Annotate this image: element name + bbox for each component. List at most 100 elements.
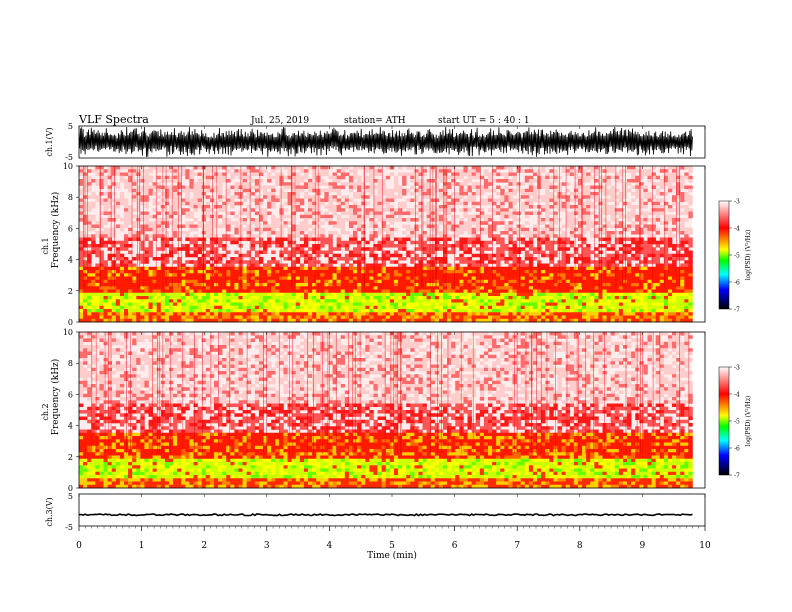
spectrogram-cell <box>463 299 468 303</box>
spectrogram-cell <box>353 231 358 235</box>
spectrogram-cell <box>618 292 624 297</box>
spectrogram-cell <box>627 260 632 264</box>
spectrogram-cell <box>365 185 370 190</box>
spectrogram-cell <box>577 211 583 216</box>
spectrogram-cell <box>103 283 108 287</box>
spectrogram-cell <box>332 247 337 251</box>
spectrogram-cell <box>496 221 501 225</box>
spectrogram-cell <box>565 182 571 186</box>
spectrogram-cell <box>586 292 591 297</box>
spectrogram-cell <box>365 247 370 251</box>
spectrogram-cell <box>144 211 149 216</box>
spectrogram-cell <box>312 299 317 303</box>
spectrogram-cell <box>606 198 611 203</box>
spectrogram-cell <box>185 286 190 290</box>
spectrogram-cell <box>189 260 194 264</box>
spectrogram-cell <box>218 292 223 297</box>
spectrogram-cell <box>303 315 309 320</box>
spectrogram-cell <box>451 175 456 180</box>
spectrogram-cell <box>402 315 407 320</box>
spectrogram-cell <box>107 286 113 290</box>
spectrogram-cell <box>115 273 121 277</box>
spectrogram-cell <box>426 214 432 219</box>
spectrogram-cell <box>242 182 247 186</box>
spectrogram-cell <box>115 205 121 209</box>
spectrogram-cell <box>250 237 256 242</box>
spectrogram-cell <box>119 283 125 287</box>
spectrogram-cell <box>308 302 313 307</box>
spectrogram-cell <box>136 172 141 177</box>
spectrogram-cell <box>598 266 603 271</box>
spectrogram-cell <box>369 218 374 222</box>
spectrogram-cell <box>475 192 481 196</box>
spectrogram-cell <box>582 218 587 222</box>
spectrogram-cell <box>414 299 419 303</box>
spectrogram-cell <box>275 299 280 303</box>
spectrogram-cell <box>512 292 517 297</box>
spectrogram-cell <box>173 270 178 274</box>
spectrogram-cell <box>582 231 587 235</box>
spectrogram-cell <box>279 309 284 313</box>
spectrogram-cell <box>545 286 550 290</box>
spectrogram-cell <box>483 227 489 232</box>
spectrogram-cell <box>361 234 366 238</box>
spectrogram-cell <box>348 276 354 281</box>
spectrogram-cell <box>263 279 268 284</box>
spectrogram-cell <box>107 175 113 180</box>
spectrogram-cell <box>299 250 305 255</box>
spectrogram-cell <box>475 208 481 212</box>
spectrogram-cell <box>230 318 235 323</box>
spectrogram-cell <box>451 273 456 277</box>
spectrogram-cell <box>447 289 452 294</box>
spectrogram-cell <box>189 198 194 203</box>
spectrogram-cell <box>508 286 513 290</box>
spectrogram-cell <box>520 305 526 310</box>
spectrogram-cell <box>144 214 149 219</box>
spectrogram-cell <box>377 195 382 199</box>
spectrogram-cell <box>541 309 546 313</box>
spectrogram-cell <box>324 270 329 274</box>
spectrogram-cell <box>528 240 534 245</box>
spectrogram-cell <box>254 315 260 320</box>
spectrogram-cell <box>156 302 162 307</box>
spectrogram-cell <box>426 179 432 183</box>
spectrogram-cell <box>185 253 190 258</box>
spectrogram-cell <box>324 214 329 219</box>
spectrogram-cell <box>606 192 611 196</box>
spectrogram-cell <box>168 279 174 284</box>
spectrogram-cell <box>361 296 366 300</box>
spectrogram-cell <box>312 175 317 180</box>
spectrogram-cell <box>197 185 202 190</box>
spectrogram-cell <box>201 292 207 297</box>
spectrogram-cell <box>308 231 313 235</box>
spectrogram-cell <box>275 244 280 248</box>
spectrogram-cell <box>189 309 194 313</box>
spectrogram-cell <box>487 240 493 245</box>
spectrogram-cell <box>393 286 399 290</box>
spectrogram-cell <box>467 218 472 222</box>
spectrogram-cell <box>524 315 530 320</box>
spectrogram-cell <box>528 279 534 284</box>
spectrogram-cell <box>299 312 305 316</box>
spectrogram-cell <box>553 188 558 193</box>
spectrogram-cell <box>152 227 158 232</box>
spectrogram-cell <box>471 289 477 294</box>
spectrogram-cell <box>524 195 530 199</box>
spectrogram-cell <box>602 263 607 268</box>
spectrogram-cell <box>487 305 493 310</box>
spectrogram-cell <box>434 276 440 281</box>
spectrogram-cell <box>434 237 440 242</box>
spectrogram-cell <box>467 172 472 177</box>
spectrogram-cell <box>422 240 427 245</box>
spectrogram-cell <box>459 286 464 290</box>
spectrogram-cell <box>107 198 113 203</box>
spectrogram-cell <box>357 211 362 216</box>
spectrogram-cell <box>541 315 546 320</box>
spectrogram-cell <box>87 266 92 271</box>
spectrogram-cell <box>475 201 481 206</box>
spectrogram-cell <box>516 305 522 310</box>
spectrogram-cell <box>553 211 558 216</box>
spectrogram-cell <box>218 318 223 323</box>
spectrogram-cell <box>594 234 599 238</box>
spectrogram-cell <box>213 234 219 238</box>
